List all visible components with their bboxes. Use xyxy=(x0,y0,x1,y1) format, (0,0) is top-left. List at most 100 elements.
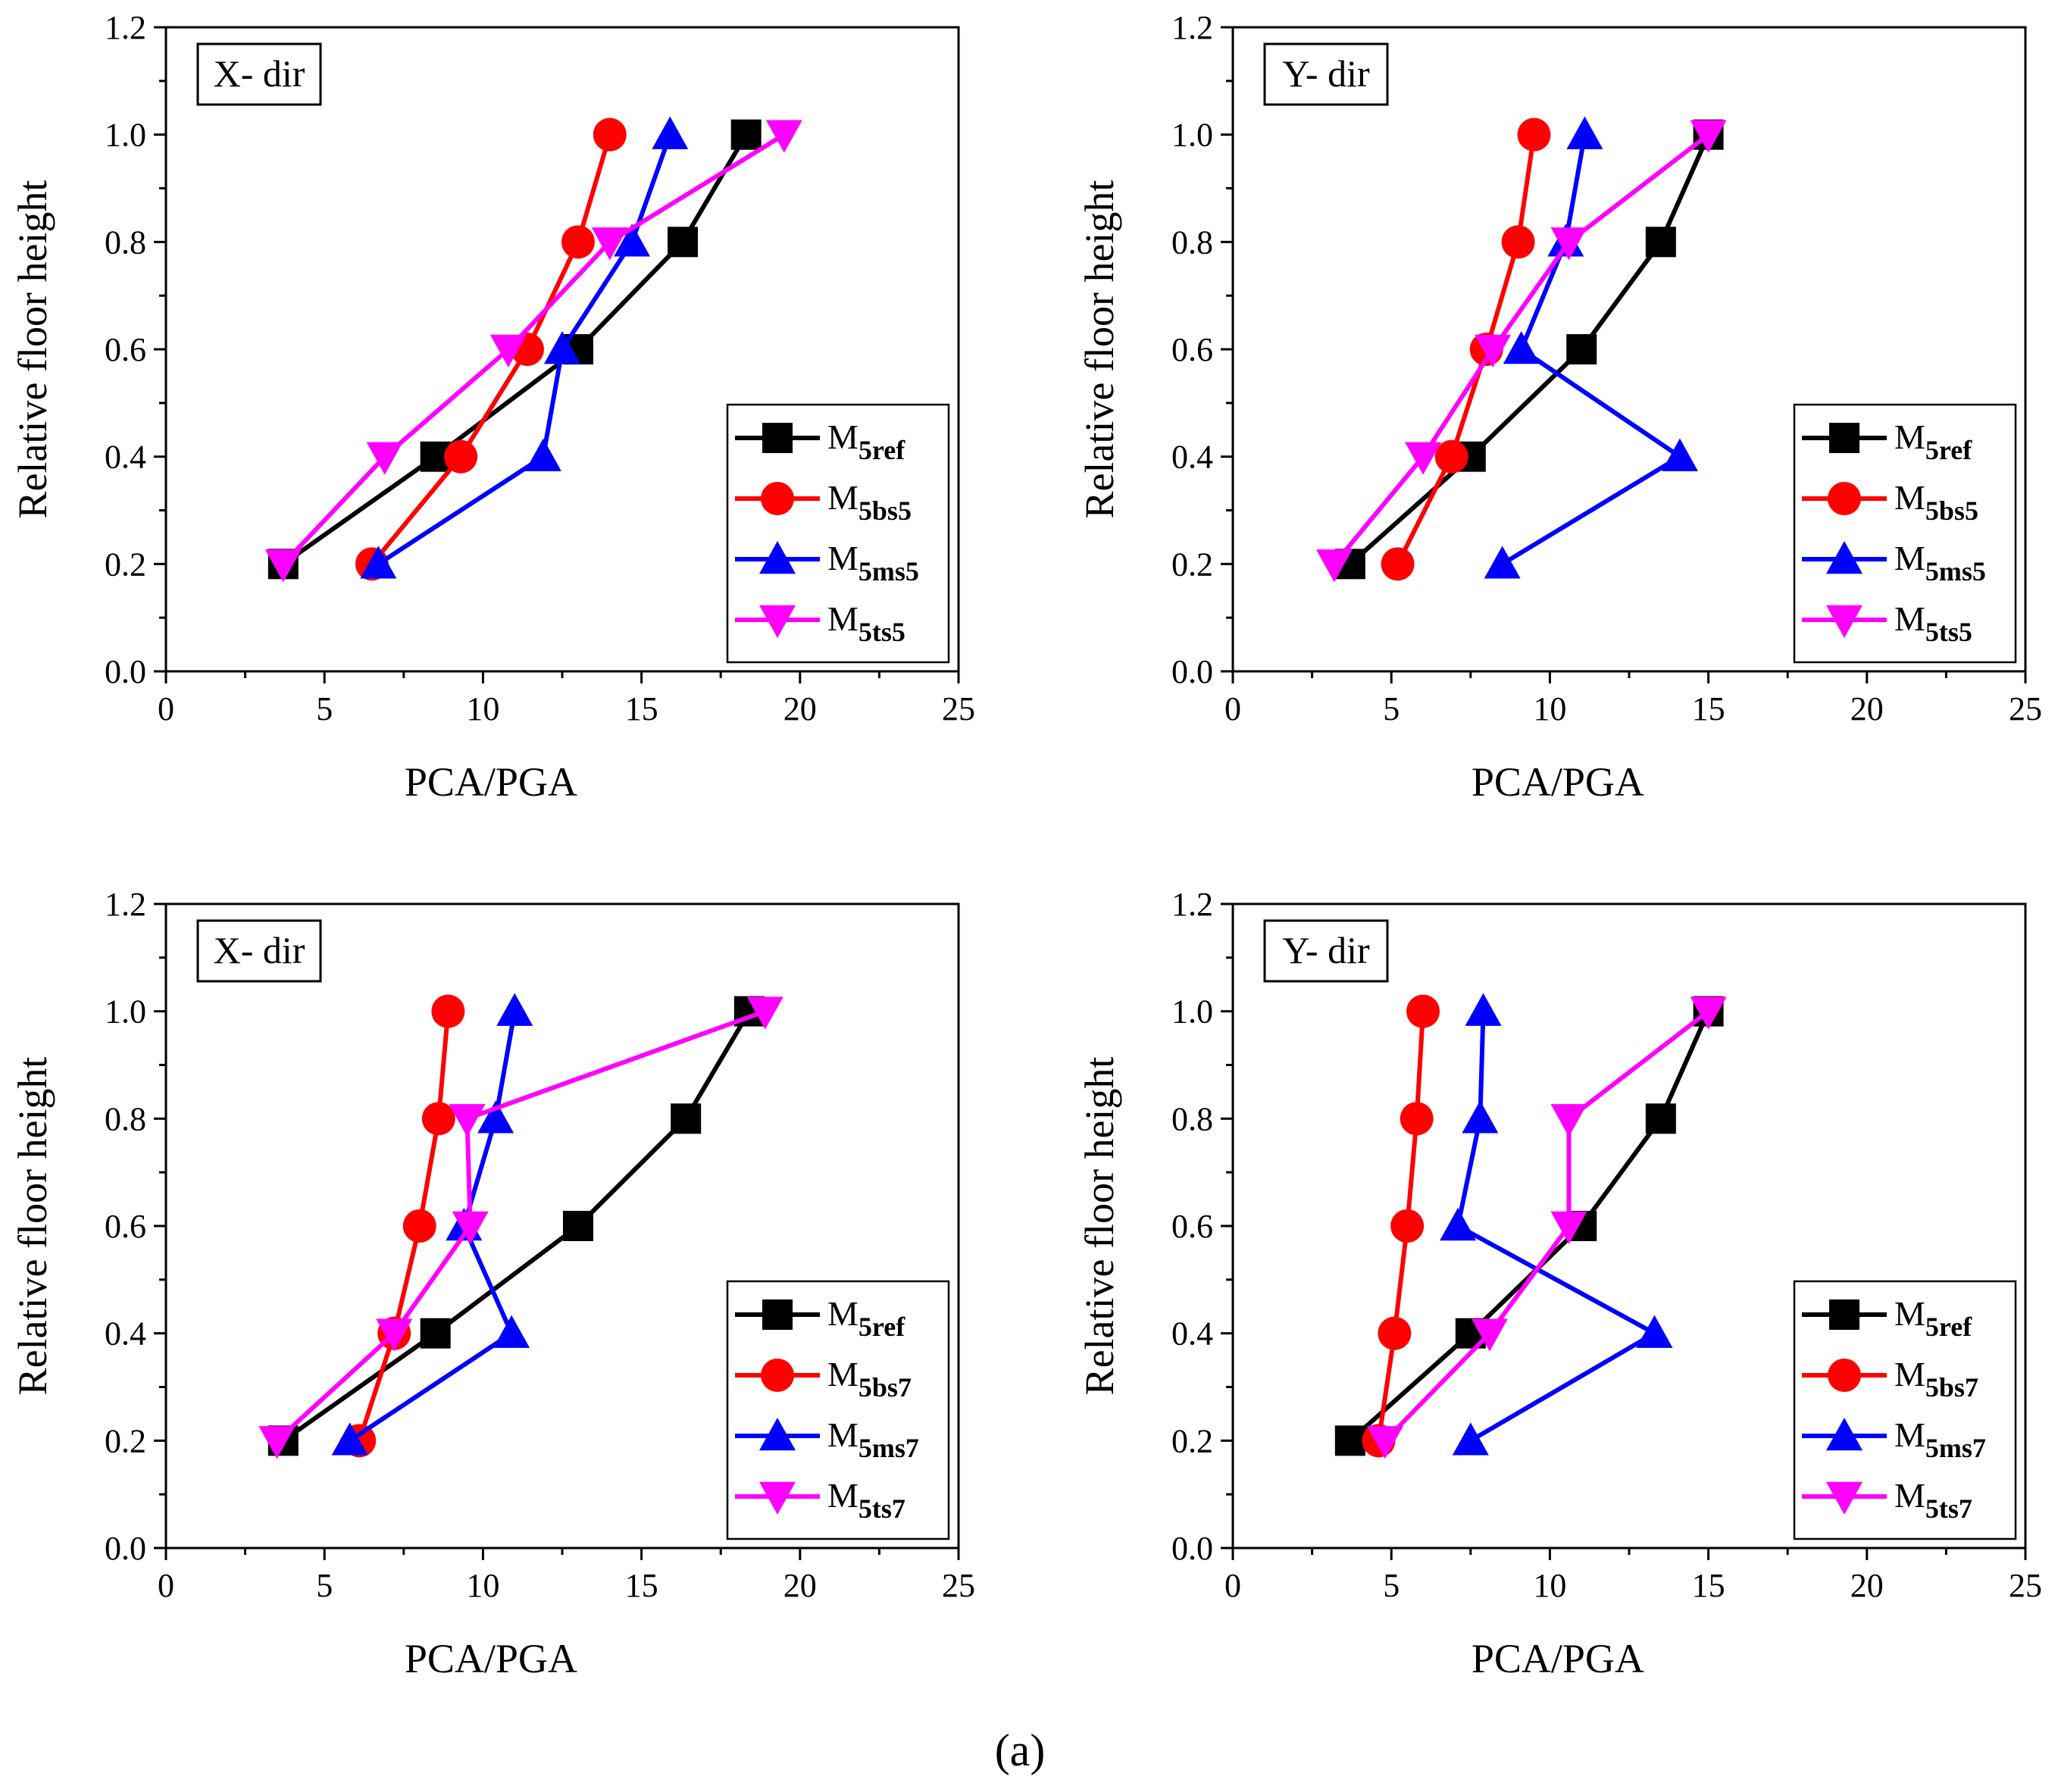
data-point-5bs7 xyxy=(1406,994,1440,1028)
legend-label-subscript: 5ts5 xyxy=(1925,617,1972,647)
data-point-5bs5 xyxy=(593,117,627,152)
legend-marker xyxy=(1828,1359,1861,1392)
legend-marker xyxy=(759,1418,796,1451)
x-tick-label: 5 xyxy=(1383,1567,1400,1604)
legend-label: M5bs5 xyxy=(827,478,912,526)
y-axis-title: Relative floor height xyxy=(1077,1057,1122,1396)
series-5ts7 xyxy=(258,996,783,1459)
data-point-5ts5 xyxy=(366,442,403,475)
series-5ts7 xyxy=(1366,996,1727,1459)
data-point-5ref xyxy=(667,227,698,258)
data-point-5ms5 xyxy=(1566,116,1603,149)
data-point-5ms7 xyxy=(1465,993,1502,1026)
data-point-5ms7 xyxy=(1462,1100,1499,1134)
series-5ts5 xyxy=(264,120,802,583)
x-tick-label: 15 xyxy=(625,690,658,727)
legend-label-base: M xyxy=(1894,1476,1925,1515)
legend-marker xyxy=(1828,482,1861,515)
legend-label: M5ref xyxy=(1894,1294,1972,1342)
legend-item-5ts7: M5ts7 xyxy=(1802,1476,1972,1524)
y-tick-label: 1.2 xyxy=(1171,886,1213,923)
y-tick-label: 0.4 xyxy=(105,1315,146,1353)
series-5ref xyxy=(267,119,762,580)
direction-label-box xyxy=(196,42,322,106)
legend-label-base: M xyxy=(827,599,859,638)
data-point-5ts5 xyxy=(1690,120,1727,153)
y-tick-label: 0.6 xyxy=(1171,1208,1213,1245)
legend-label-subscript: 5ms7 xyxy=(859,1433,919,1463)
data-point-5ms5 xyxy=(652,116,689,149)
x-axis-title: PCA/PGA xyxy=(1472,759,1644,805)
data-point-5bs7 xyxy=(402,1209,436,1243)
y-tick-label: 0.6 xyxy=(1171,331,1213,368)
legend-marker xyxy=(762,423,793,453)
data-point-5ms7 xyxy=(477,1100,514,1134)
direction-label: X- dir xyxy=(214,52,305,95)
y-tick-label: 1.0 xyxy=(105,993,146,1030)
y-axis-title: Relative floor height xyxy=(10,180,55,519)
legend-marker xyxy=(1829,423,1859,453)
legend-item-5bs7: M5bs7 xyxy=(1802,1355,1978,1403)
y-tick-label: 0.4 xyxy=(1171,439,1213,476)
data-point-5ts7 xyxy=(1366,1426,1403,1459)
data-point-5ms5 xyxy=(360,546,397,579)
legend-label-base: M xyxy=(827,1294,859,1333)
data-point-5ref xyxy=(420,1318,451,1349)
legend-marker xyxy=(759,541,796,574)
legend-item-5ms7: M5ms7 xyxy=(735,1415,919,1463)
legend-label-base: M xyxy=(827,478,859,517)
legend-marker xyxy=(761,482,794,515)
legend-item-5ref: M5ref xyxy=(735,1294,905,1342)
legend-marker xyxy=(1826,1418,1863,1451)
direction-label-box xyxy=(1263,42,1389,106)
legend-item-5bs5: M5bs5 xyxy=(1802,478,1978,526)
legend-label-base: M xyxy=(827,1415,859,1454)
series-5ref xyxy=(1334,119,1724,580)
legend-item-5ref: M5ref xyxy=(1802,418,1972,465)
y-tick-label: 0.2 xyxy=(105,1422,146,1459)
x-tick-label: 15 xyxy=(625,1567,658,1604)
data-point-5bs5 xyxy=(1381,547,1415,581)
legend-label-subscript: 5bs5 xyxy=(1925,496,1978,526)
legend-marker xyxy=(1826,541,1863,574)
y-tick-label: 0.0 xyxy=(105,1530,146,1567)
x-tick-label: 20 xyxy=(783,1567,817,1604)
legend-label-subscript: 5ref xyxy=(859,1312,905,1342)
legend-label-base: M xyxy=(1894,1294,1925,1333)
data-point-5bs7 xyxy=(1400,1102,1434,1136)
legend-label-subscript: 5ts7 xyxy=(1925,1493,1972,1524)
direction-label-box xyxy=(1263,919,1389,983)
legend-item-5bs5: M5bs5 xyxy=(735,478,912,526)
y-tick-label: 0.0 xyxy=(1171,653,1213,690)
legend-label-base: M xyxy=(827,1476,859,1515)
data-point-5bs5 xyxy=(1501,225,1535,259)
y-tick-label: 0.8 xyxy=(1171,1100,1213,1137)
y-tick-label: 1.2 xyxy=(105,886,146,923)
legend-label-base: M xyxy=(827,1355,859,1393)
y-tick-label: 1.0 xyxy=(105,117,146,154)
legend-label-subscript: 5ref xyxy=(1925,1312,1972,1342)
x-tick-label: 5 xyxy=(316,1567,333,1604)
legend-item-5ts5: M5ts5 xyxy=(1802,599,1972,647)
data-point-5ts7 xyxy=(1471,1318,1508,1352)
legend-item-5ts5: M5ts5 xyxy=(735,599,905,647)
legend-label-subscript: 5ms5 xyxy=(859,556,919,586)
legend-label: M5bs7 xyxy=(1894,1355,1978,1403)
x-tick-label: 10 xyxy=(466,1567,499,1604)
legend-label-base: M xyxy=(1894,1355,1925,1393)
chart-panel-4: 0 5 10 15 20 25 0.0 0.2 0.4 0.6 0.8 1.0 1.2 PCA/PGA Re… xyxy=(1077,886,2042,1681)
legend-label-base: M xyxy=(827,539,859,577)
y-tick-label: 1.2 xyxy=(105,9,146,46)
chart-panel-3: 0 5 10 15 20 25 0.0 0.2 0.4 0.6 0.8 1.0 1.2 PCA/PGA Re… xyxy=(10,886,975,1681)
legend-label-base: M xyxy=(827,418,859,456)
y-axis-title: Relative floor height xyxy=(1077,180,1122,519)
legend-label-base: M xyxy=(1894,478,1925,517)
x-tick-label: 5 xyxy=(316,690,333,727)
data-point-5bs7 xyxy=(1390,1209,1425,1243)
legend-label-subscript: 5ts5 xyxy=(859,617,905,647)
chart-panel-2: 0 5 10 15 20 25 0.0 0.2 0.4 0.6 0.8 1.0 1.2 PCA/PGA Re… xyxy=(1077,9,2042,805)
data-point-5ref xyxy=(562,1211,593,1241)
data-point-5ms7 xyxy=(1636,1315,1673,1348)
